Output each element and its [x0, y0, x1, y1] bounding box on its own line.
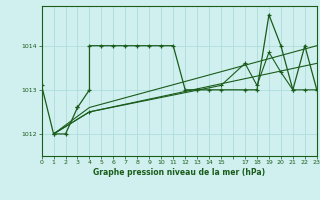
X-axis label: Graphe pression niveau de la mer (hPa): Graphe pression niveau de la mer (hPa)	[93, 168, 265, 177]
